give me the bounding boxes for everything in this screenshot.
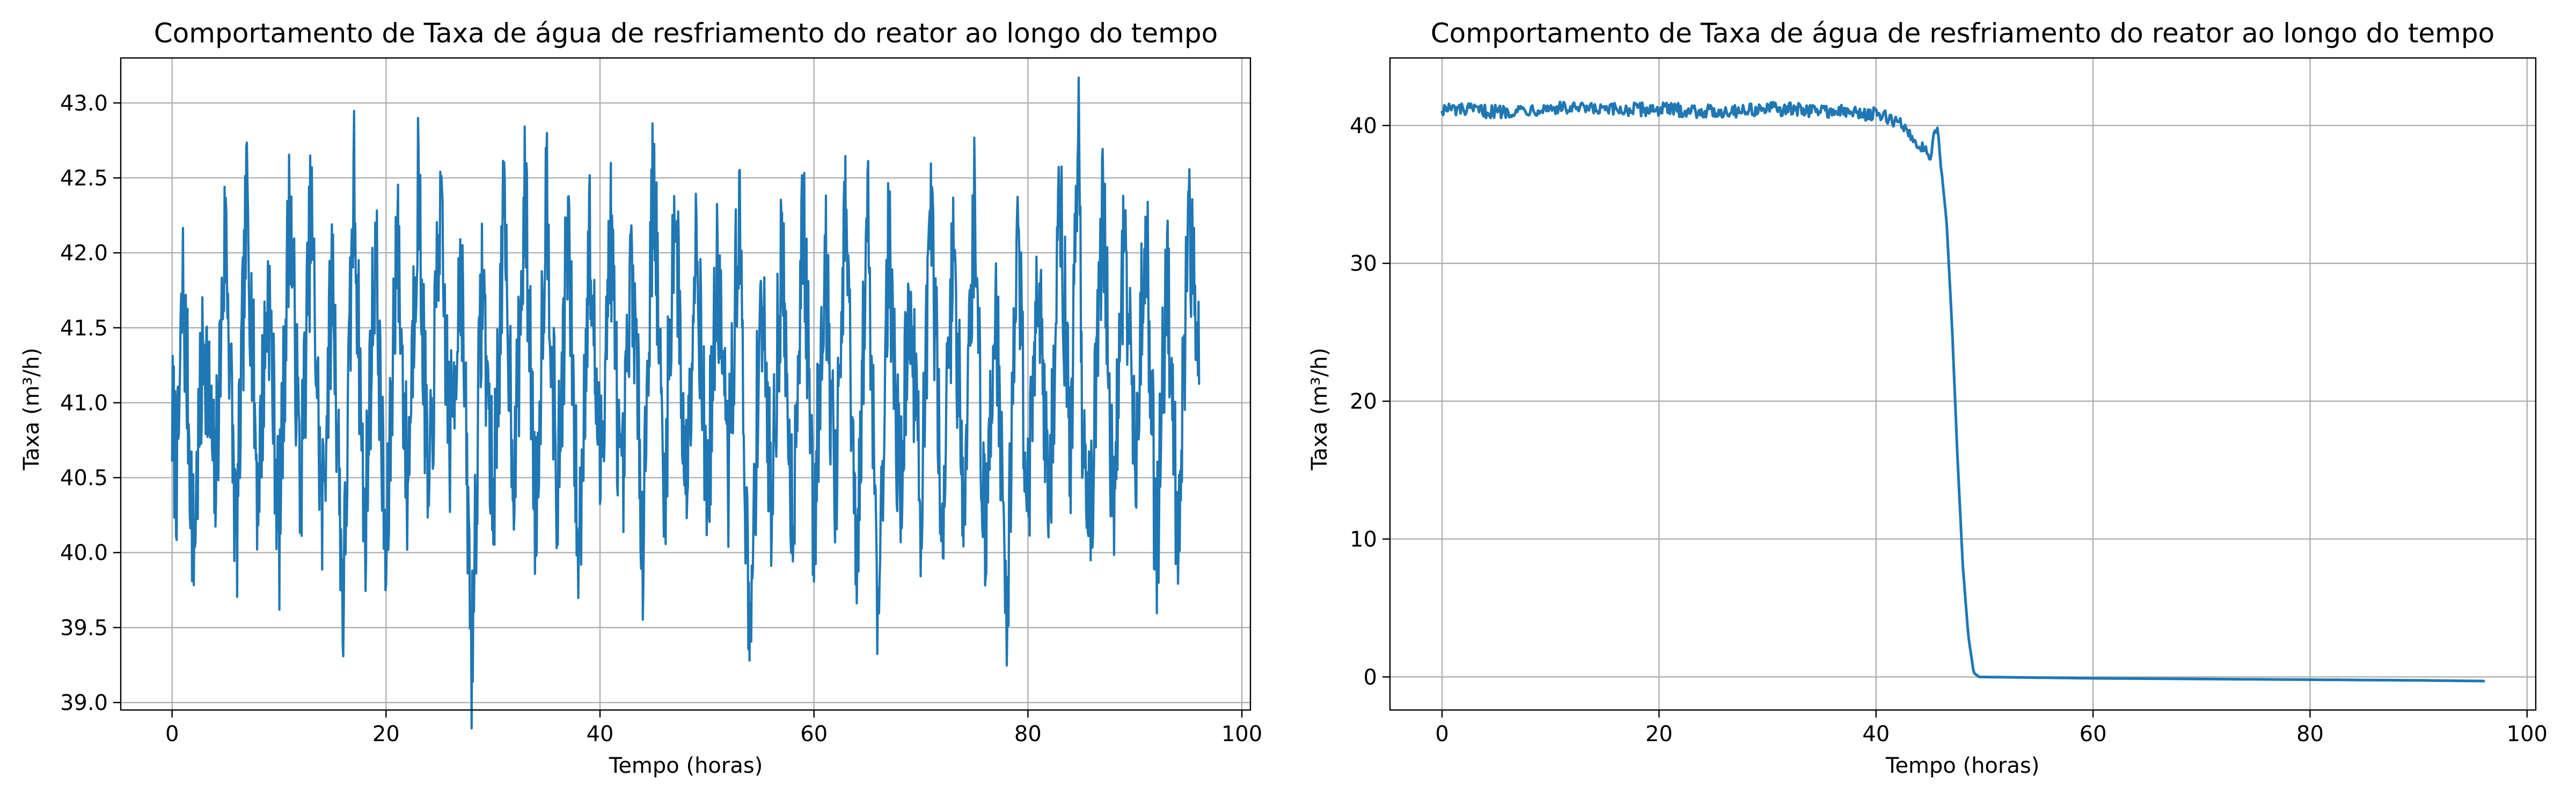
y-tick-label: 41.5 bbox=[60, 316, 108, 341]
x-tick-label: 80 bbox=[1014, 722, 1042, 747]
x-tick-label: 0 bbox=[1435, 722, 1448, 747]
series-line bbox=[1440, 100, 2485, 683]
y-tick-label: 42.5 bbox=[60, 166, 108, 191]
x-tick-label: 100 bbox=[2507, 722, 2548, 747]
x-tick-label: 20 bbox=[1645, 722, 1673, 747]
series-line bbox=[171, 76, 1201, 730]
x-tick-label: 100 bbox=[1221, 722, 1262, 747]
x-tick-label: 0 bbox=[165, 722, 179, 747]
series-line bbox=[1440, 100, 2485, 683]
series-line bbox=[171, 76, 1201, 730]
x-tick-label: 40 bbox=[587, 722, 614, 747]
x-tick-label: 60 bbox=[800, 722, 828, 747]
axes-frame bbox=[120, 57, 1252, 711]
y-tick-label: 42.0 bbox=[60, 241, 108, 266]
x-tick-label: 80 bbox=[2296, 722, 2324, 747]
axes-frame bbox=[1389, 57, 2537, 711]
x-tick-label: 60 bbox=[2080, 722, 2107, 747]
y-axis-label: Taxa (m³/h) bbox=[19, 348, 44, 471]
x-tick-label: 40 bbox=[1862, 722, 1890, 747]
axis-ticks: 0 20 40 60 80 100 0 10 20 30 40 bbox=[1350, 114, 2548, 747]
x-axis-label: Tempo (horas) bbox=[609, 753, 763, 778]
y-tick-label: 40 bbox=[1350, 114, 1377, 138]
chart-title: Comportamento de Taxa de água de resfria… bbox=[154, 18, 1218, 49]
y-tick-label: 30 bbox=[1350, 252, 1377, 276]
y-tick-label: 39.0 bbox=[60, 691, 108, 715]
y-tick-label: 41.0 bbox=[60, 391, 108, 415]
y-tick-label: 10 bbox=[1350, 527, 1377, 552]
y-tick-label: 43.0 bbox=[60, 91, 108, 116]
chart-panel-2: Comportamento de Taxa de água de resfria… bbox=[1307, 18, 2548, 778]
x-axis-label: Tempo (horas) bbox=[1885, 753, 2040, 778]
x-tick-label: 20 bbox=[372, 722, 400, 747]
y-tick-label: 40.0 bbox=[60, 541, 108, 566]
grid-lines bbox=[1390, 58, 2536, 710]
chart-panel-1: Comportamento de Taxa de água de resfria… bbox=[19, 18, 1262, 778]
chart-title: Comportamento de Taxa de água de resfria… bbox=[1431, 18, 2494, 49]
y-tick-label: 20 bbox=[1350, 390, 1377, 414]
y-tick-label: 39.5 bbox=[60, 616, 108, 640]
axis-ticks: 0 20 40 60 80 100 39.0 39.5 40.0 40.5 41.0 41.5 42.0… bbox=[60, 91, 1262, 747]
y-tick-label: 40.5 bbox=[60, 466, 108, 491]
y-tick-label: 0 bbox=[1364, 665, 1377, 690]
y-axis-label: Taxa (m³/h) bbox=[1307, 348, 1332, 471]
